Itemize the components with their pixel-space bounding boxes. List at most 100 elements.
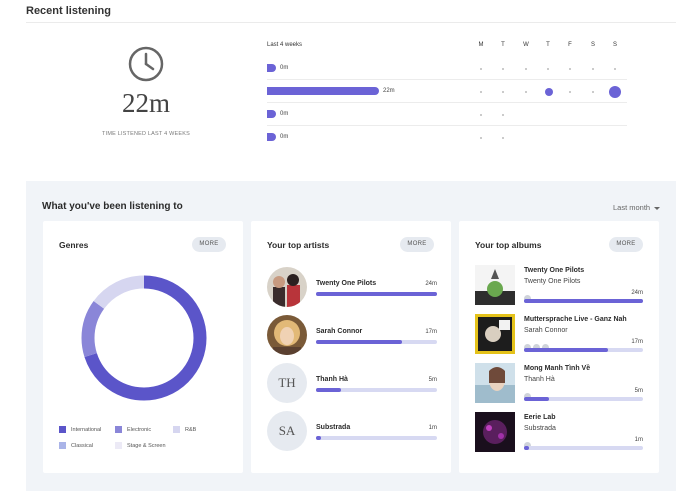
donut-segment (81, 275, 207, 401)
artists-more-button[interactable]: MORE (400, 237, 434, 252)
album-title: Muttersprache Live - Ganz Nah (524, 316, 627, 323)
day-activity-dot (609, 86, 621, 98)
album-cover (475, 412, 515, 452)
divider (26, 22, 676, 23)
album-row[interactable]: Twenty One Pilots Twenty One Pilots 24m (475, 265, 643, 305)
donut-segment (81, 275, 207, 401)
day-dot (569, 68, 571, 70)
album-progress-fill (524, 299, 643, 303)
day-dot (502, 68, 504, 70)
genres-more-button[interactable]: MORE (192, 237, 226, 252)
legend-swatch (115, 426, 122, 433)
day-dot (569, 91, 571, 93)
artist-progress-fill (316, 292, 437, 296)
albums-more-button[interactable]: MORE (609, 237, 643, 252)
artist-progress-track (316, 436, 437, 440)
artist-progress-fill (316, 388, 342, 392)
album-artist: Twenty One Pilots (524, 278, 581, 285)
album-title: Twenty One Pilots (524, 267, 585, 274)
day-dot (480, 137, 482, 139)
caret-down-icon (654, 206, 661, 210)
week-row: 22m (267, 80, 627, 103)
service-icon[interactable] (524, 393, 531, 400)
artist-row[interactable]: Sarah Connor 17m (267, 315, 437, 355)
top-albums-title: Your top albums (475, 240, 542, 250)
recent-listening-title: Recent listening (26, 5, 111, 17)
week-value: 0m (280, 65, 289, 71)
album-cover (475, 314, 515, 354)
service-icon[interactable] (524, 442, 531, 449)
legend-swatch (173, 426, 180, 433)
legend-swatch (59, 426, 66, 433)
day-dot (480, 114, 482, 116)
legend-label: Stage & Screen (127, 442, 166, 449)
album-title: Eerie Lab (524, 414, 556, 421)
artist-row[interactable]: Twenty One Pilots 24m (267, 267, 437, 307)
legend-label: Electronic (127, 426, 152, 433)
day-dot (502, 114, 504, 116)
album-services (524, 289, 533, 302)
day-header: S (612, 42, 617, 48)
day-dot (480, 91, 482, 93)
artist-name: Sarah Connor (316, 328, 363, 335)
period-dropdown[interactable]: Last month (613, 203, 661, 212)
day-dot (592, 91, 594, 93)
artist-avatar (267, 315, 307, 355)
day-header: T (546, 42, 550, 48)
album-title: Mong Manh Tình Về (524, 365, 591, 372)
artist-avatar (267, 267, 307, 307)
legend-item: Classical (59, 442, 93, 449)
genres-card: Genres MORE International Electronic R&B… (43, 221, 243, 473)
album-row[interactable]: Mong Manh Tình Về Thanh Hà 5m (475, 363, 643, 403)
artist-time: 24m (425, 281, 437, 287)
album-progress-fill (524, 446, 529, 450)
week-row: 0m (267, 126, 627, 149)
album-progress-track (524, 397, 643, 401)
artist-progress-track (316, 388, 437, 392)
day-header: S (590, 42, 595, 48)
artist-progress-fill (316, 436, 321, 440)
week-value: 22m (383, 88, 395, 94)
album-row[interactable]: Muttersprache Live - Ganz Nah Sarah Conn… (475, 314, 643, 354)
artist-row[interactable]: SA Substrada 1m (267, 411, 437, 451)
day-header: M (478, 42, 484, 48)
artist-name: Twenty One Pilots (316, 280, 377, 287)
legend-label: Classical (71, 442, 94, 449)
week-row: 0m (267, 57, 627, 80)
album-services (524, 338, 551, 351)
total-listened-time: 22m (121, 88, 170, 118)
service-icon[interactable] (533, 344, 540, 351)
service-icon[interactable] (524, 344, 531, 351)
day-header: T (501, 42, 505, 48)
album-cover (475, 265, 515, 305)
legend-item: Stage & Screen (115, 442, 166, 449)
album-time: 24m (631, 290, 643, 296)
album-services (524, 436, 533, 449)
week-bar (267, 64, 276, 72)
day-dot (592, 68, 594, 70)
top-albums-card: Your top albums MORE Twenty One Pilots T… (459, 221, 659, 473)
day-dot (614, 68, 616, 70)
album-progress-track (524, 299, 643, 303)
album-row[interactable]: Eerie Lab Substrada 1m (475, 412, 643, 452)
day-dot (502, 91, 504, 93)
album-progress-fill (524, 397, 549, 401)
artist-avatar: TH (267, 363, 307, 403)
album-time: 17m (631, 339, 643, 345)
album-progress-fill (524, 348, 609, 352)
day-dot (480, 68, 482, 70)
service-icon[interactable] (524, 295, 531, 302)
week-bar (267, 87, 379, 95)
day-dot (547, 68, 549, 70)
album-time: 5m (634, 388, 643, 394)
genres-title: Genres (59, 240, 89, 250)
artist-progress-track (316, 292, 437, 296)
album-progress-track (524, 348, 643, 352)
day-activity-dot (545, 88, 553, 96)
artist-row[interactable]: TH Thanh Hà 5m (267, 363, 437, 403)
period-label: Last month (613, 203, 651, 212)
day-dot (525, 91, 527, 93)
day-dot (525, 68, 527, 70)
legend-swatch (59, 442, 66, 449)
service-icon[interactable] (542, 344, 549, 351)
